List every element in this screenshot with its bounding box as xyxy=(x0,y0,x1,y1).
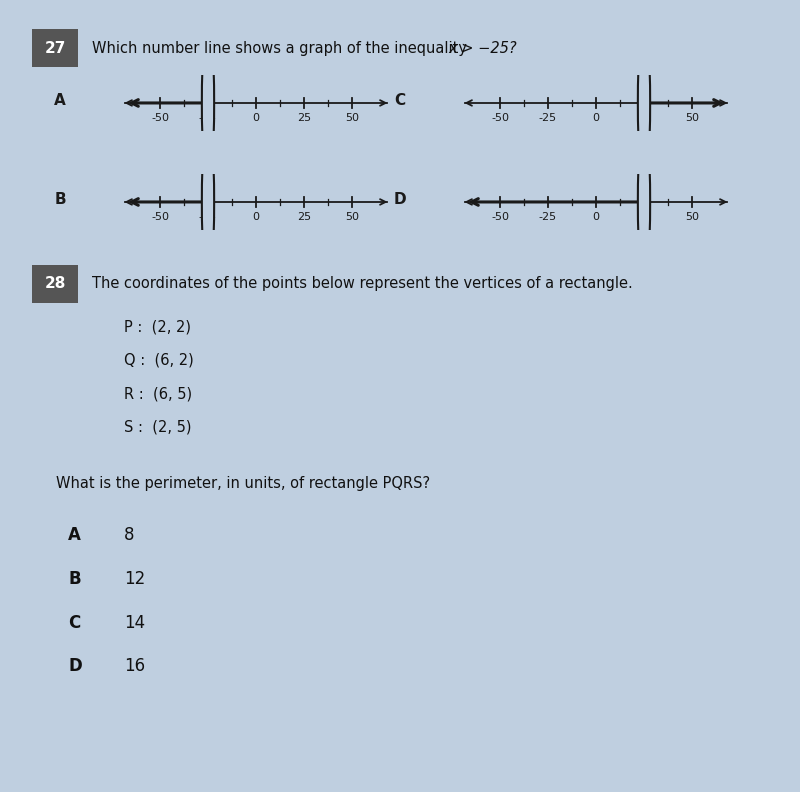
Text: 16: 16 xyxy=(124,657,145,675)
Text: 25: 25 xyxy=(637,212,651,223)
Text: 0: 0 xyxy=(593,113,599,124)
Text: The coordinates of the points below represent the vertices of a rectangle.: The coordinates of the points below repr… xyxy=(92,276,633,291)
Text: S :  (2, 5): S : (2, 5) xyxy=(124,420,191,434)
Text: 0: 0 xyxy=(253,113,259,124)
Text: -50: -50 xyxy=(491,212,509,223)
Text: 8: 8 xyxy=(124,527,134,544)
Text: 50: 50 xyxy=(685,212,699,223)
Text: A: A xyxy=(68,527,81,544)
Text: 25: 25 xyxy=(297,212,311,223)
Text: B: B xyxy=(54,192,66,207)
Text: 0: 0 xyxy=(253,212,259,223)
Text: C: C xyxy=(68,614,80,631)
Text: C: C xyxy=(394,93,406,108)
Text: 25: 25 xyxy=(297,113,311,124)
Circle shape xyxy=(638,113,650,291)
Text: x > −25?: x > −25? xyxy=(448,41,517,55)
Text: -50: -50 xyxy=(151,113,169,124)
Text: 50: 50 xyxy=(345,212,359,223)
Circle shape xyxy=(202,14,214,192)
Text: 50: 50 xyxy=(345,113,359,124)
Text: 25: 25 xyxy=(637,113,651,124)
Text: What is the perimeter, in units, of rectangle PQRS?: What is the perimeter, in units, of rect… xyxy=(56,477,430,491)
Text: 50: 50 xyxy=(685,113,699,124)
Text: 28: 28 xyxy=(45,276,66,291)
Text: -25: -25 xyxy=(199,113,217,124)
Text: 27: 27 xyxy=(45,41,66,55)
Text: -25: -25 xyxy=(539,212,557,223)
Text: 12: 12 xyxy=(124,570,146,588)
Text: Q :  (6, 2): Q : (6, 2) xyxy=(124,353,194,367)
Text: -25: -25 xyxy=(539,113,557,124)
Text: -50: -50 xyxy=(491,113,509,124)
Text: A: A xyxy=(54,93,66,108)
Text: -50: -50 xyxy=(151,212,169,223)
Text: -25: -25 xyxy=(199,212,217,223)
Text: B: B xyxy=(68,570,81,588)
Text: D: D xyxy=(68,657,82,675)
Text: 14: 14 xyxy=(124,614,145,631)
Text: Which number line shows a graph of the inequality: Which number line shows a graph of the i… xyxy=(92,41,472,55)
Text: P :  (2, 2): P : (2, 2) xyxy=(124,320,191,334)
Text: R :  (6, 5): R : (6, 5) xyxy=(124,386,192,401)
Circle shape xyxy=(202,113,214,291)
Text: D: D xyxy=(394,192,406,207)
Text: 0: 0 xyxy=(593,212,599,223)
Circle shape xyxy=(638,14,650,192)
